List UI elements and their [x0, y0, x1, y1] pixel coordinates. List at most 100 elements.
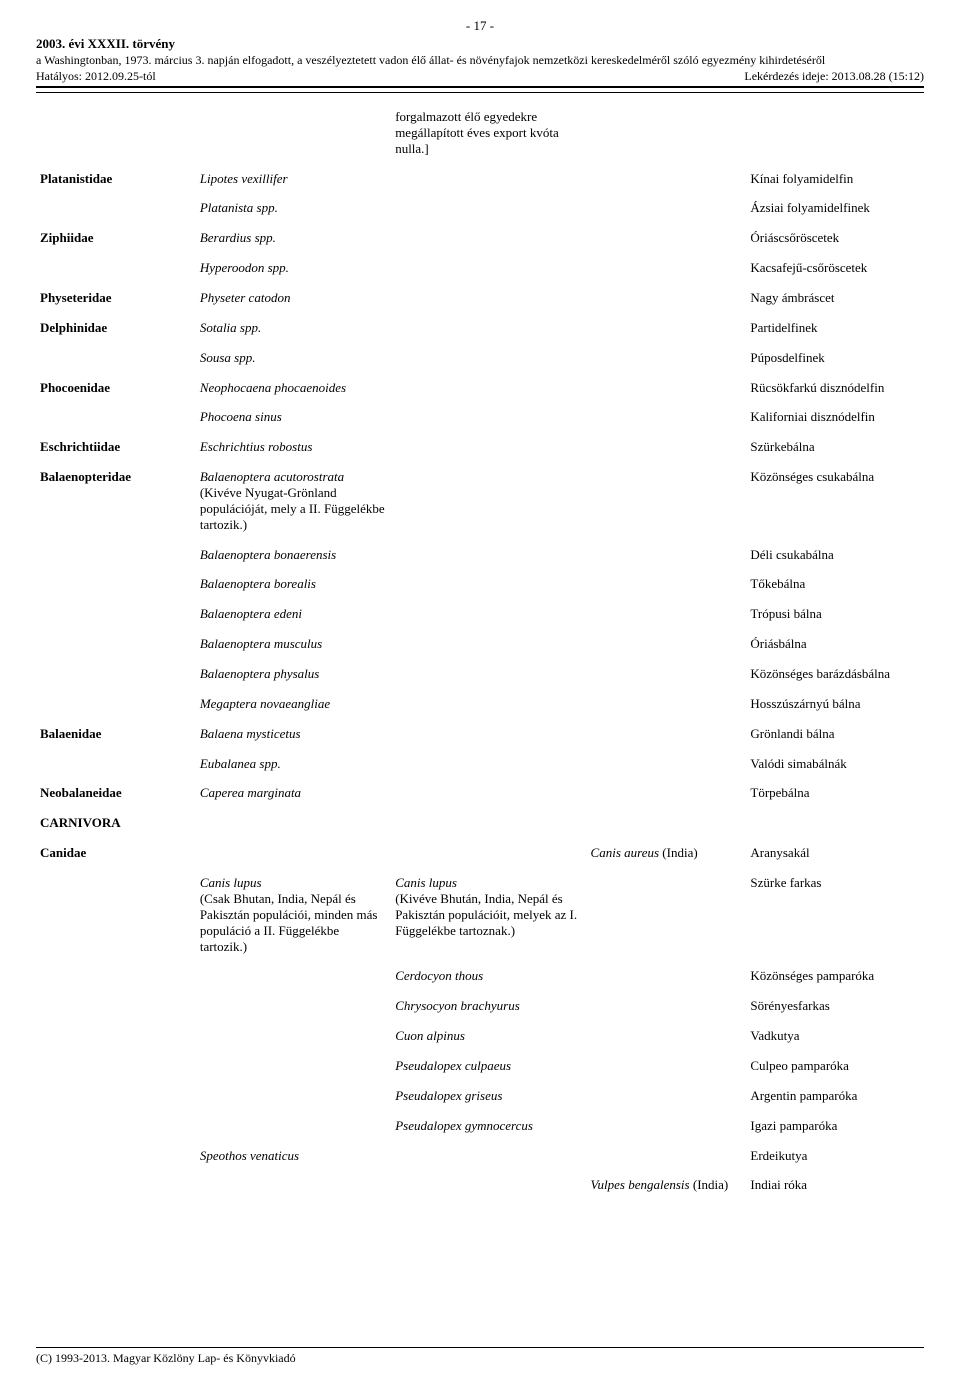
cell-b	[391, 632, 586, 662]
cell-family	[36, 1114, 196, 1144]
cell-a: Physeter catodon	[196, 286, 391, 316]
cell-a: Speothos venaticus	[196, 1144, 391, 1174]
cell-d: Óriásbálna	[746, 632, 924, 662]
cell-d: Valódi simabálnák	[746, 752, 924, 782]
cell-c	[587, 286, 747, 316]
cell-d: Sörényesfarkas	[746, 994, 924, 1024]
cell-c	[587, 662, 747, 692]
cell-c	[587, 465, 747, 542]
table-row: BalaenidaeBalaena mysticetusGrönlandi bá…	[36, 722, 924, 752]
cell-d: Grönlandi bálna	[746, 722, 924, 752]
cell-family	[36, 662, 196, 692]
cell-a: Berardius spp.	[196, 226, 391, 256]
table-row: Cuon alpinusVadkutya	[36, 1024, 924, 1054]
cell-family	[36, 405, 196, 435]
table-row: Platanista spp.Ázsiai folyamidelfinek	[36, 196, 924, 226]
cell-family	[36, 256, 196, 286]
cell-c: Canis aureus (India)	[587, 841, 747, 871]
cell-b	[391, 662, 586, 692]
cell-a: Balaenoptera physalus	[196, 662, 391, 692]
cell-c	[587, 692, 747, 722]
cell-b	[391, 811, 586, 841]
cell-c	[587, 722, 747, 752]
table-row: BalaenopteridaeBalaenoptera acutorostrat…	[36, 465, 924, 542]
cell-c: Vulpes bengalensis (India)	[587, 1173, 747, 1203]
table-row: Balaenoptera bonaerensisDéli csukabálna	[36, 543, 924, 573]
table-row: Balaenoptera musculus Óriásbálna	[36, 632, 924, 662]
cell-a: Sotalia spp.	[196, 316, 391, 346]
table-row: Chrysocyon brachyurus Sörényesfarkas	[36, 994, 924, 1024]
cell-a	[196, 841, 391, 871]
cell-c	[587, 256, 747, 286]
footer-rule	[36, 1347, 924, 1348]
cell-b	[391, 841, 586, 871]
table-row: Megaptera novaeangliaeHosszúszárnyú báln…	[36, 692, 924, 722]
cell-d: Szürke farkas	[746, 871, 924, 964]
cell-c	[587, 811, 747, 841]
cell-family	[36, 196, 196, 226]
effective-date: Hatályos: 2012.09.25-tól	[36, 69, 156, 83]
table-row: Eubalanea spp. Valódi simabálnák	[36, 752, 924, 782]
cell-d: Erdeikutya	[746, 1144, 924, 1174]
cell-d: Ázsiai folyamidelfinek	[746, 196, 924, 226]
cell-d: Törpebálna	[746, 781, 924, 811]
cell-a: Balaenoptera bonaerensis	[196, 543, 391, 573]
page-number: - 17 -	[36, 18, 924, 34]
cell-c	[587, 572, 747, 602]
header-rule-thin	[36, 92, 924, 93]
cell-c	[587, 1024, 747, 1054]
cell-b	[391, 405, 586, 435]
cell-a	[196, 811, 391, 841]
cell-b	[391, 435, 586, 465]
table-row: Speothos venaticus Erdeikutya	[36, 1144, 924, 1174]
cell-a	[196, 994, 391, 1024]
cell-family	[36, 964, 196, 994]
cell-c	[587, 316, 747, 346]
cell-family	[36, 752, 196, 782]
cell-family: Balaenopteridae	[36, 465, 196, 542]
cell-a: Balaenoptera acutorostrata(Kivéve Nyugat…	[196, 465, 391, 542]
cell-family	[36, 1173, 196, 1203]
cell-d: Culpeo pamparóka	[746, 1054, 924, 1084]
cell-c	[587, 964, 747, 994]
cell-b	[391, 543, 586, 573]
cell-family: CARNIVORA	[36, 811, 196, 841]
table-row: ZiphiidaeBerardius spp.Óriáscsőröscetek	[36, 226, 924, 256]
cell-a: Balaenoptera edeni	[196, 602, 391, 632]
cell-b	[391, 167, 586, 197]
cell-a: Balaenoptera musculus	[196, 632, 391, 662]
cell-family: Eschrichtiidae	[36, 435, 196, 465]
cell-d: Közönséges csukabálna	[746, 465, 924, 542]
cell-a: Hyperoodon spp.	[196, 256, 391, 286]
cell-family: Neobalaneidae	[36, 781, 196, 811]
cell-c	[587, 1144, 747, 1174]
table-row: Hyperoodon spp.Kacsafejű-csőröscetek	[36, 256, 924, 286]
cell-family	[36, 543, 196, 573]
cell-b	[391, 465, 586, 542]
cell-d: Aranysakál	[746, 841, 924, 871]
cell-a: Sousa spp.	[196, 346, 391, 376]
cell-d: Vadkutya	[746, 1024, 924, 1054]
table-row: Cerdocyon thousKözönséges pamparóka	[36, 964, 924, 994]
cell-c	[587, 376, 747, 406]
cell-c	[587, 435, 747, 465]
cell-d: Igazi pamparóka	[746, 1114, 924, 1144]
table-row: CanidaeCanis aureus (India)Aranysakál	[36, 841, 924, 871]
cell-d: Közönséges pamparóka	[746, 964, 924, 994]
cell-b: Chrysocyon brachyurus	[391, 994, 586, 1024]
cell-a: Eubalanea spp.	[196, 752, 391, 782]
cell-b	[391, 572, 586, 602]
table-row: Sousa spp.Púposdelfinek	[36, 346, 924, 376]
cell-a: Balaenoptera borealis	[196, 572, 391, 602]
cell-b	[391, 1173, 586, 1203]
cell-family	[36, 602, 196, 632]
cell-b	[391, 781, 586, 811]
table-row: Canis lupus(Csak Bhutan, India, Nepál és…	[36, 871, 924, 964]
taxonomy-table: forgalmazott élő egyedekre megállapított…	[36, 105, 924, 1203]
copyright: (C) 1993-2013. Magyar Közlöny Lap- és Kö…	[36, 1351, 924, 1366]
cell-b	[391, 286, 586, 316]
table-row: Pseudalopex culpaeusCulpeo pamparóka	[36, 1054, 924, 1084]
cell-b	[391, 376, 586, 406]
cell-a: Eschrichtius robostus	[196, 435, 391, 465]
cell-a	[196, 1173, 391, 1203]
